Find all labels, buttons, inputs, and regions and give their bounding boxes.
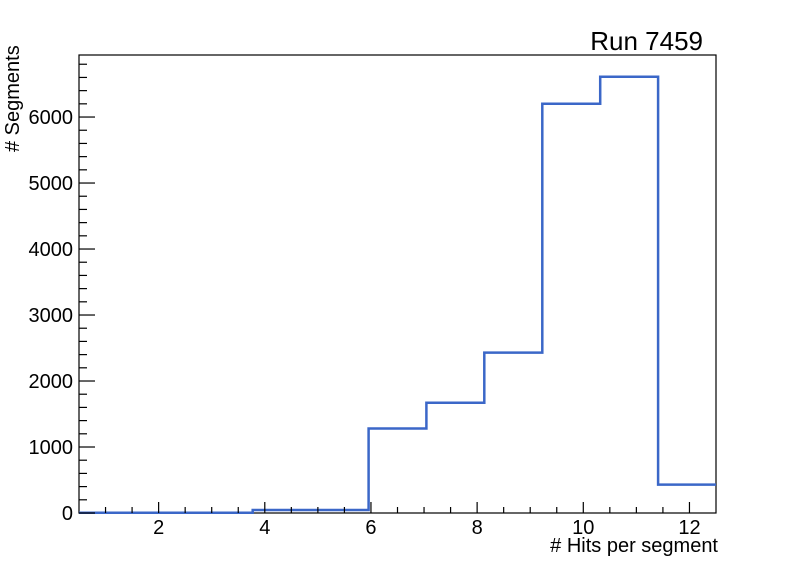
x-tick-label: 4 [259, 517, 270, 539]
x-tick-label: 10 [572, 517, 594, 539]
x-tick-label: 12 [678, 517, 700, 539]
histogram-line [79, 75, 716, 514]
x-tick-label: 6 [365, 517, 376, 539]
y-tick-label: 4000 [29, 239, 74, 261]
y-tick-label: 0 [62, 503, 73, 525]
x-tick-label: 8 [472, 517, 483, 539]
x-axis-ticks [104, 502, 691, 513]
x-tick-label: 2 [153, 517, 164, 539]
x-axis-labels: 2 4 6 8 10 12 [153, 517, 701, 539]
y-tick-label: 3000 [29, 305, 74, 327]
y-axis-ticks [79, 63, 95, 514]
y-axis-title: # Segments [2, 45, 24, 152]
histogram-step-line [79, 75, 716, 514]
y-axis-labels: 0 1000 2000 3000 4000 5000 6000 [29, 107, 74, 525]
plot-frame [78, 54, 717, 514]
y-tick-label: 1000 [29, 437, 74, 459]
y-tick-label: 5000 [29, 173, 74, 195]
y-tick-label: 6000 [29, 107, 74, 129]
y-tick-label: 2000 [29, 371, 74, 393]
x-axis-title: # Hits per segment [550, 535, 718, 557]
chart-title: Run 7459 [590, 26, 703, 56]
